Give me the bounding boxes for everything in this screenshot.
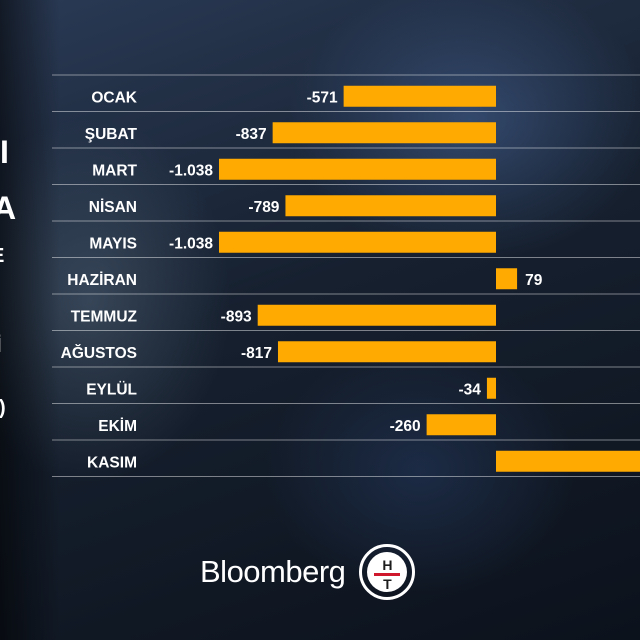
ht-logo-bar <box>374 573 401 576</box>
category-label: HAZİRAN <box>67 272 137 289</box>
ht-logo: H T <box>359 544 416 600</box>
bar <box>219 158 496 180</box>
cropped-title-fragment: ) <box>0 398 6 418</box>
cropped-title-fragment: I <box>0 134 9 170</box>
cropped-title-fragment: İ <box>0 336 2 356</box>
category-label: MAYIS <box>89 235 137 252</box>
data-label: -34 <box>459 381 482 398</box>
background-shade <box>0 0 60 640</box>
data-label: -893 <box>221 308 252 325</box>
category-label: AĞUSTOS <box>61 344 137 362</box>
category-label: TEMMUZ <box>71 308 138 325</box>
data-label: -817 <box>241 345 272 362</box>
category-label: OCAK <box>91 89 137 106</box>
data-label: -789 <box>248 199 279 216</box>
data-label: -260 <box>390 418 421 435</box>
bar <box>496 268 518 290</box>
data-label: -837 <box>236 126 267 143</box>
ht-logo-h: H <box>382 557 393 573</box>
bloomberg-logo: Bloomberg <box>200 554 346 589</box>
bar <box>496 450 640 472</box>
bar <box>277 341 496 363</box>
bar <box>272 122 496 144</box>
bar <box>285 195 496 217</box>
cropped-title-fragment: E <box>0 246 4 266</box>
category-label: MART <box>92 162 137 179</box>
bar <box>343 85 496 107</box>
category-label: ŞUBAT <box>85 126 138 143</box>
bar <box>426 414 496 436</box>
data-label: -1.038 <box>169 162 213 179</box>
bar <box>219 231 496 253</box>
category-label: KASIM <box>87 454 137 471</box>
data-label: 79 <box>525 272 543 289</box>
cropped-title-fragment: A <box>0 190 17 226</box>
category-label: EYLÜL <box>86 381 137 398</box>
category-label: EKİM <box>98 418 137 435</box>
data-label: -1.038 <box>169 235 213 252</box>
data-label: -571 <box>307 89 338 106</box>
ht-logo-t: T <box>383 576 392 592</box>
category-label: NİSAN <box>89 199 137 216</box>
footer-logos: Bloomberg H T <box>200 540 416 604</box>
bar <box>257 304 496 326</box>
bar <box>486 377 496 399</box>
